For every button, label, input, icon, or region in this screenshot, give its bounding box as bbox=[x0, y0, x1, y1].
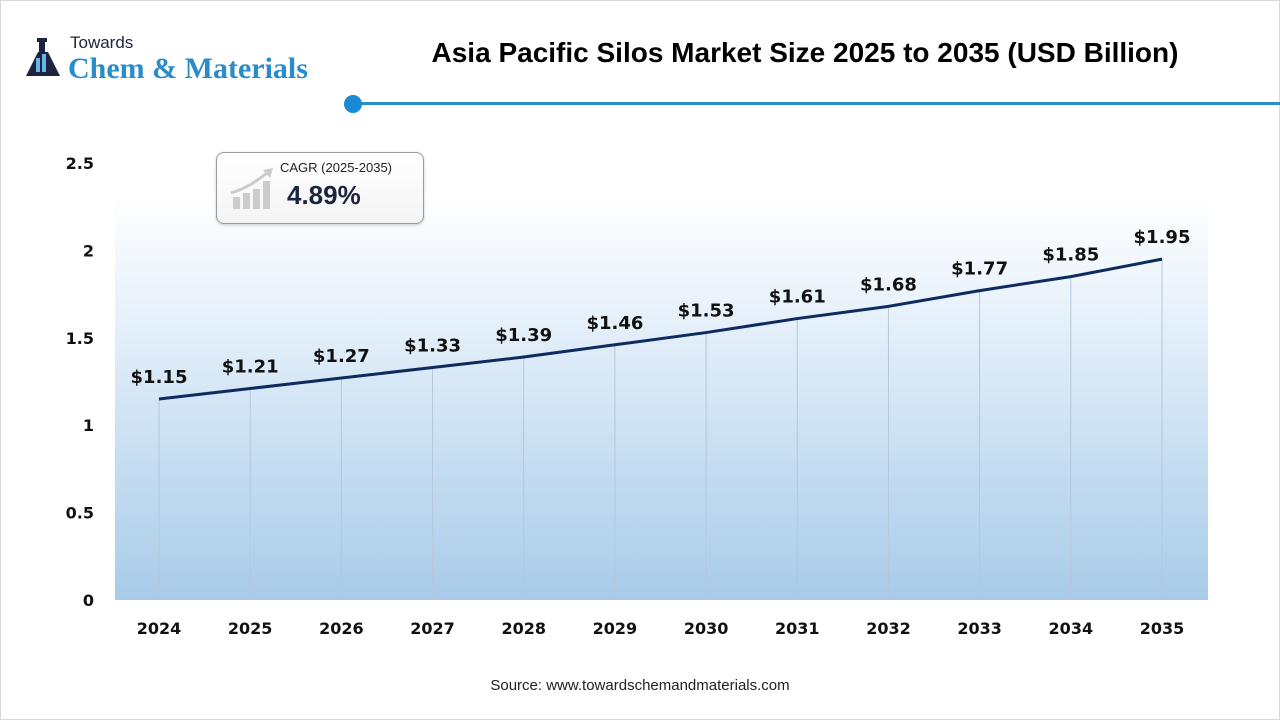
x-tick-label: 2030 bbox=[684, 619, 729, 638]
data-label: $1.68 bbox=[860, 274, 917, 295]
data-label: $1.53 bbox=[678, 301, 735, 322]
y-tick-label: 1.5 bbox=[66, 329, 94, 348]
x-tick-label: 2034 bbox=[1049, 619, 1094, 638]
data-label: $1.46 bbox=[586, 313, 643, 334]
title-rule bbox=[354, 102, 1280, 105]
logo: Towards Chem & Materials bbox=[22, 34, 342, 88]
x-tick-label: 2031 bbox=[775, 619, 820, 638]
x-tick-label: 2033 bbox=[957, 619, 1002, 638]
x-tick-label: 2028 bbox=[501, 619, 546, 638]
data-label: $1.95 bbox=[1134, 227, 1191, 248]
title-rule-dot bbox=[344, 95, 362, 113]
y-tick-label: 0.5 bbox=[66, 504, 94, 523]
data-label: $1.77 bbox=[951, 259, 1008, 280]
plot-area-fill bbox=[115, 195, 1208, 600]
flask-icon bbox=[26, 38, 60, 76]
y-tick-label: 2.5 bbox=[66, 154, 94, 173]
data-label: $1.61 bbox=[769, 287, 826, 308]
x-tick-label: 2035 bbox=[1140, 619, 1185, 638]
logo-main-text: Chem & Materials bbox=[68, 52, 308, 85]
x-tick-label: 2026 bbox=[319, 619, 364, 638]
series-line bbox=[158, 257, 1163, 401]
cagr-badge: CAGR (2025-2035) 4.89% bbox=[216, 152, 424, 224]
y-tick-label: 2 bbox=[83, 241, 94, 260]
data-label: $1.39 bbox=[495, 325, 552, 346]
data-label: $1.21 bbox=[222, 356, 279, 377]
x-tick-label: 2032 bbox=[866, 619, 911, 638]
y-tick-label: 1 bbox=[83, 416, 94, 435]
growth-chart-icon bbox=[230, 168, 273, 209]
x-tick-label: 2029 bbox=[593, 619, 638, 638]
logo-top-text: Towards bbox=[70, 33, 134, 52]
chart-title: Asia Pacific Silos Market Size 2025 to 2… bbox=[431, 37, 1179, 68]
data-label: $1.15 bbox=[131, 367, 188, 388]
data-label: $1.33 bbox=[404, 336, 461, 357]
cagr-label: CAGR (2025-2035) bbox=[280, 160, 392, 175]
source-note: Source: www.towardschemandmaterials.com bbox=[490, 677, 790, 694]
cagr-value: 4.89% bbox=[287, 180, 361, 210]
x-tick-label: 2027 bbox=[410, 619, 455, 638]
data-label: $1.85 bbox=[1042, 245, 1099, 266]
y-tick-label: 0 bbox=[83, 591, 94, 610]
x-tick-label: 2025 bbox=[228, 619, 273, 638]
x-tick-label: 2024 bbox=[137, 619, 182, 638]
data-label: $1.27 bbox=[313, 346, 370, 367]
